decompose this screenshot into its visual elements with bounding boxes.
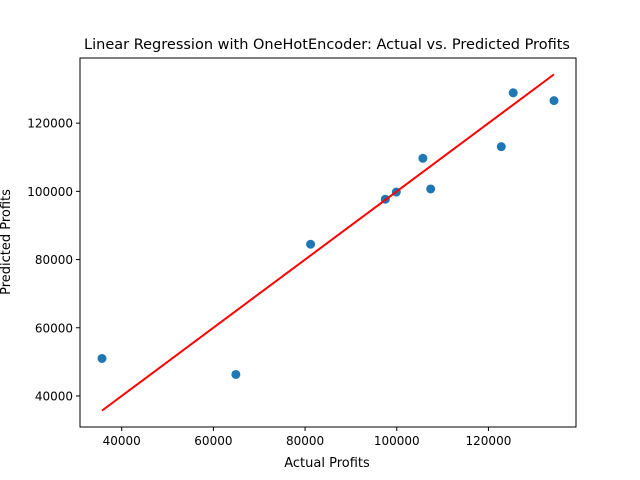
- data-point-6: [418, 153, 428, 163]
- y-tick-label: 120000: [27, 117, 73, 131]
- y-tick-label: 80000: [35, 253, 73, 267]
- data-point-1: [97, 353, 107, 363]
- data-point-8: [496, 142, 506, 152]
- x-axis-label: Actual Profits: [284, 456, 370, 471]
- data-point-2: [231, 369, 241, 379]
- regression-line: [101, 73, 555, 412]
- plot-area: [97, 73, 559, 412]
- x-tick-label: 100000: [374, 434, 420, 448]
- y-tick-label: 100000: [27, 185, 73, 199]
- data-point-3: [306, 239, 316, 249]
- data-point-7: [426, 184, 436, 194]
- data-point-10: [549, 96, 559, 106]
- x-tick-label: 60000: [194, 434, 232, 448]
- y-tick-label: 60000: [35, 321, 73, 335]
- y-axis-ticks: 40000 60000 80000 100000 120000: [27, 117, 80, 403]
- x-axis-ticks: 40000 60000 80000 100000 120000: [103, 427, 512, 448]
- y-tick-label: 40000: [35, 389, 73, 403]
- x-tick-label: 40000: [103, 434, 141, 448]
- x-tick-label: 80000: [286, 434, 324, 448]
- chart-title: Linear Regression with OneHotEncoder: Ac…: [84, 37, 570, 53]
- x-tick-label: 120000: [466, 434, 512, 448]
- data-point-9: [508, 88, 518, 98]
- plot-frame: [79, 57, 577, 428]
- y-axis-label: Predicted Profits: [0, 189, 14, 295]
